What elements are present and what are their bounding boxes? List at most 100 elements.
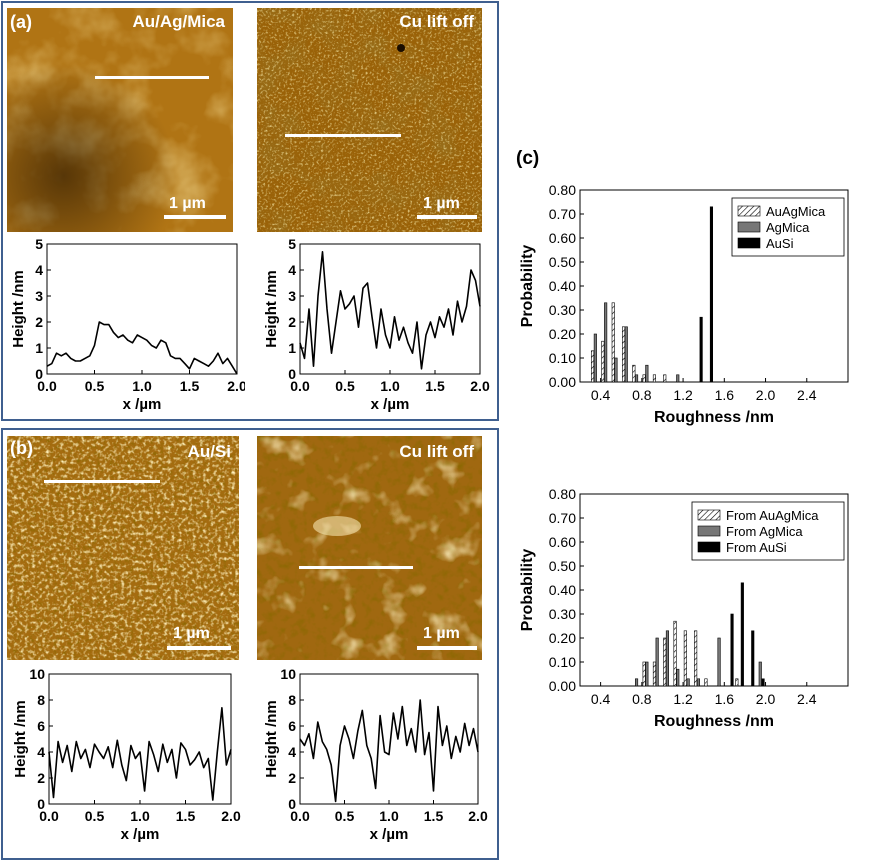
histogram-bar [655,637,659,687]
profile-line [285,134,401,137]
x-axis-label: x /µm [371,396,410,413]
y-tick-label: 10 [280,666,296,682]
histogram-bar [730,613,734,687]
x-tick-label: 0.5 [335,808,355,824]
histogram-bar [751,630,755,687]
histogram-bar [593,333,597,383]
y-tick-label: 2 [288,770,296,786]
x-tick-label: 2.0 [468,808,488,824]
legend-swatch [737,221,761,233]
x-tick-label: 0.5 [85,808,105,824]
scale-label: 1 µm [173,625,210,642]
x-tick-label: 2.0 [470,378,490,394]
y-tick-label: 0.60 [549,230,576,246]
x-axis-label: x /µm [370,826,409,843]
x-tick-label: 1.0 [130,808,150,824]
afm-image-au-si: Au/Si 1 µm (b) [7,436,239,660]
histogram-bar [632,364,636,383]
legend-label: AuAgMica [766,204,826,219]
y-axis-label: Height /nm [12,700,29,778]
y-tick-label: 0 [35,366,43,382]
y-tick-label: 4 [288,744,296,760]
legend-swatch [737,237,761,249]
scale-bar [167,646,231,650]
histogram-bar [683,630,687,687]
y-tick-label: 8 [37,692,45,708]
histogram-bar [709,206,713,383]
y-tick-label: 2 [35,314,43,330]
x-tick-label: 0.5 [85,378,105,394]
y-tick-label: 5 [35,236,43,252]
histogram-bar [614,357,618,383]
x-tick-label: 0.8 [632,691,652,707]
scale-bar [417,215,477,219]
y-tick-label: 0.30 [549,606,576,622]
histogram-bar [676,374,680,383]
height-profile-au-si-chart: 0.0 0.5 1.0 1.5 2.0 0 2 4 6 8 10 x /µm Height /nm [12,666,241,843]
profile-series-line [299,699,479,803]
x-tick-label: 2.4 [797,691,817,707]
y-tick-label: 0.50 [549,558,576,574]
y-tick-label: 0 [288,796,296,812]
height-profile-cu-lift-off-a-chart: 0.0 0.5 1.0 1.5 2.0 0 1 2 3 4 5 x /µm Height /nm [263,236,490,413]
y-tick-label: 0.20 [549,630,576,646]
y-tick-label: 0.80 [549,486,576,502]
y-axis-label: Height /nm [10,270,27,348]
x-tick-label: 2.0 [227,378,245,394]
histogram-bar [645,364,649,383]
y-tick-label: 0.10 [549,654,576,670]
y-tick-label: 0 [37,796,45,812]
histogram-bar [611,302,615,383]
plot-frame [299,673,479,805]
legend-swatch [737,205,761,217]
histogram-bar [676,668,680,687]
y-axis-label: Height /nm [263,270,280,348]
histogram-bar [622,326,626,383]
x-tick-label: 1.0 [380,378,400,394]
x-tick-label: 1.5 [180,378,200,394]
x-tick-label: 0.8 [632,387,652,403]
y-tick-label: 3 [35,288,43,304]
y-tick-label: 0.30 [549,302,576,318]
histogram-bar [761,678,765,687]
histogram-bar [601,340,605,383]
x-tick-label: 1.6 [715,387,735,403]
profile-line [299,566,413,569]
scale-label: 1 µm [169,195,206,212]
x-axis-label: x /µm [123,396,162,413]
afm-texture-cu-lift-off-a [257,8,482,232]
y-tick-label: 0.20 [549,326,576,342]
image-title: Cu lift off [399,442,474,461]
afm-texture-au-si [7,436,239,660]
image-title: Cu lift off [399,12,474,31]
y-tick-label: 0.50 [549,254,576,270]
y-axis-label: Height /nm [263,700,280,778]
legend-label: AgMica [766,220,810,235]
y-tick-label: 0.00 [549,678,576,694]
x-tick-label: 1.0 [379,808,399,824]
scale-label: 1 µm [423,625,460,642]
y-tick-label: 0.70 [549,510,576,526]
histogram-bar [758,661,762,687]
y-tick-label: 2 [37,770,45,786]
histogram-bar [696,678,700,687]
x-tick-label: 0.0 [290,808,310,824]
x-tick-label: 1.5 [424,808,444,824]
legend-label: From AuSi [726,540,787,555]
y-tick-label: 0.80 [549,182,576,198]
y-tick-label: 4 [288,262,296,278]
histogram-bar [645,661,649,687]
x-tick-label: 2.4 [797,387,817,403]
profile-line [95,76,209,79]
y-tick-label: 8 [288,692,296,708]
x-tick-label: 0.0 [39,808,59,824]
y-tick-label: 0.70 [549,206,576,222]
panel-label-b: (b) [10,438,33,458]
scale-bar [417,646,477,650]
x-tick-label: 1.6 [715,691,735,707]
y-axis-label: Probability [519,549,536,632]
x-tick-label: 2.0 [756,691,776,707]
histogram-bar [665,630,669,687]
histogram-bar [642,374,646,383]
x-tick-label: 1.2 [673,691,693,707]
